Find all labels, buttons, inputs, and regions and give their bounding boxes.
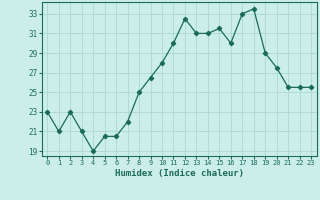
X-axis label: Humidex (Indice chaleur): Humidex (Indice chaleur) bbox=[115, 169, 244, 178]
